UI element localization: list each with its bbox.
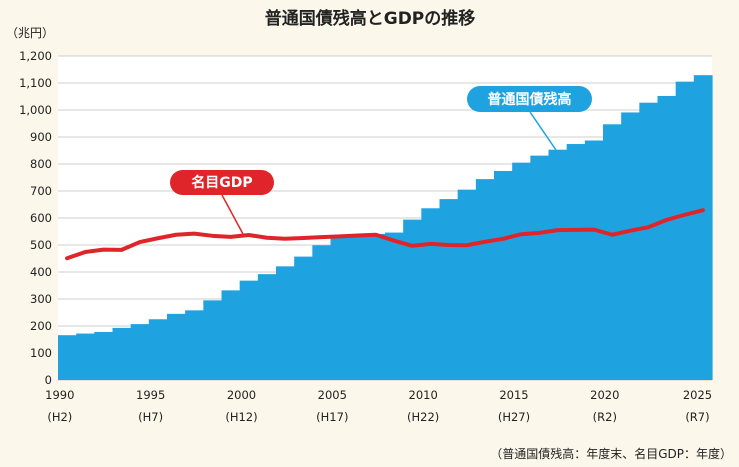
gdp-callout-pointer	[221, 194, 244, 235]
debt-bar	[366, 233, 386, 380]
debt-bar	[167, 313, 186, 380]
debt-bar	[457, 189, 477, 380]
y-tick-label: 1,100	[19, 76, 52, 90]
y-tick-label: 300	[30, 292, 52, 306]
x-tick-label: 2000	[227, 388, 256, 402]
debt-bar	[693, 75, 713, 381]
debt-bar	[639, 102, 659, 381]
debt-bar	[530, 155, 550, 380]
x-axis-tick-labels: 1990 (H2) 1995 (H7) 2000 (H12) 2005 (H17) 2010 (H…	[45, 388, 712, 424]
debt-bar	[603, 124, 622, 380]
y-axis-unit: （兆円）	[6, 26, 54, 40]
y-tick-label: 1,000	[19, 103, 52, 117]
debt-callout-label: 普通国債残高	[488, 91, 572, 108]
debt-bar	[675, 81, 695, 381]
x-tick-label: 2005	[318, 388, 347, 402]
gdp-callout-label: 名目GDP	[191, 174, 252, 191]
debt-bar	[548, 149, 568, 380]
debt-bar	[330, 237, 350, 380]
x-tick-label: 2010	[409, 388, 438, 402]
debt-bar	[312, 245, 332, 380]
debt-callout-pointer	[529, 111, 557, 151]
y-tick-label: 0	[45, 373, 52, 387]
debt-bar	[657, 95, 677, 381]
debt-bar	[221, 290, 241, 380]
debt-bar	[76, 333, 95, 380]
x-tick-era-label: (H27)	[498, 410, 530, 424]
y-tick-label: 600	[30, 211, 52, 225]
debt-area-series	[58, 75, 713, 381]
y-tick-label: 900	[30, 130, 52, 144]
debt-bar	[403, 219, 422, 380]
x-tick-label: 2025	[683, 388, 712, 402]
debt-bar	[257, 274, 277, 380]
x-tick-era-label: (H12)	[225, 410, 257, 424]
y-tick-label: 1,200	[19, 49, 52, 63]
x-tick-label: 2015	[499, 388, 528, 402]
y-tick-label: 700	[30, 184, 52, 198]
x-tick-era-label: (H2)	[47, 410, 72, 424]
debt-bar	[294, 256, 313, 380]
debt-bar	[475, 179, 495, 380]
chart-title: 普通国債残高とGDPの推移	[265, 8, 476, 29]
debt-bar	[130, 324, 150, 380]
y-axis-tick-labels: 0 100 200 300 400 500 600 700 800 900 1,000 1,100 1,…	[19, 49, 52, 387]
debt-bar	[203, 300, 223, 380]
footnote: （普通国債残高：年度末、名目GDP：年度）	[490, 446, 732, 461]
debt-bar	[621, 112, 640, 381]
debt-bar	[239, 280, 259, 380]
debt-bar	[566, 144, 586, 380]
x-tick-era-label: (H7)	[138, 410, 163, 424]
debt-bar	[185, 310, 204, 380]
y-tick-label: 400	[30, 265, 52, 279]
gdp-callout-badge	[170, 170, 274, 195]
debt-bar	[512, 162, 531, 380]
debt-bar	[112, 327, 132, 380]
x-tick-era-label: (H22)	[407, 410, 439, 424]
y-tick-label: 100	[30, 346, 52, 360]
debt-bar	[584, 140, 604, 380]
x-tick-era-label: (R2)	[593, 410, 617, 424]
debt-bar	[148, 319, 168, 380]
debt-bar	[276, 266, 295, 380]
debt-callout-badge	[467, 86, 592, 112]
x-tick-era-label: (H17)	[316, 410, 348, 424]
debt-bar	[94, 331, 114, 380]
debt-bar	[421, 208, 441, 380]
debt-bar	[58, 335, 77, 380]
debt-bar	[439, 199, 459, 380]
x-tick-label: 1990	[45, 388, 74, 402]
debt-bar	[348, 236, 368, 380]
debt-bar	[385, 232, 404, 380]
gdp-line	[65, 208, 705, 261]
y-tick-label: 500	[30, 238, 52, 252]
debt-bar	[494, 171, 513, 380]
y-tick-label: 800	[30, 157, 52, 171]
x-tick-label: 1995	[136, 388, 165, 402]
gdp-line-series	[65, 208, 705, 261]
x-tick-era-label: (R7)	[685, 410, 709, 424]
x-tick-label: 2020	[590, 388, 619, 402]
y-tick-label: 200	[30, 319, 52, 333]
